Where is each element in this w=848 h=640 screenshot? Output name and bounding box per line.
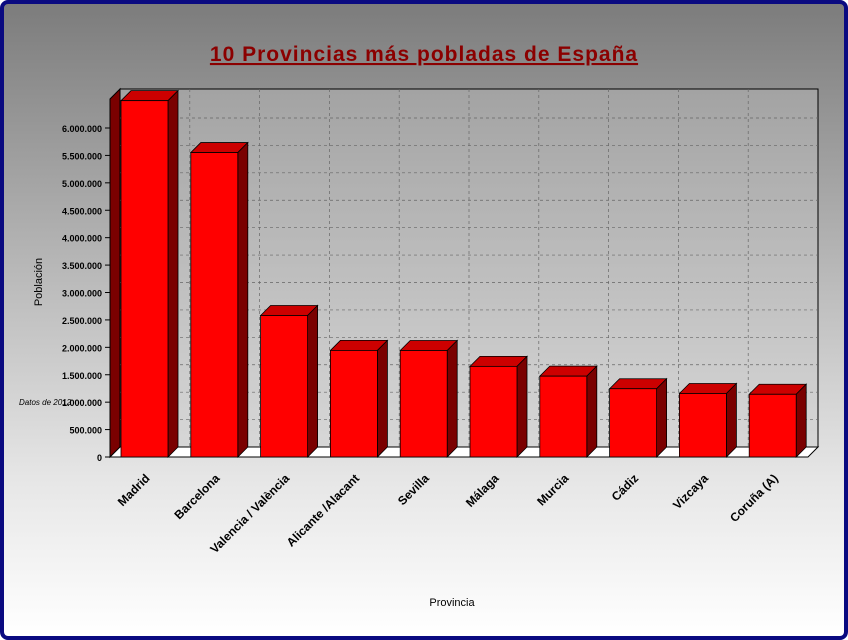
x-tick-label: Alicante /Alacant (284, 471, 362, 549)
y-axis-label: Población (33, 258, 45, 306)
x-tick-label: Sevilla (395, 471, 432, 508)
y-tick-label: 500.000 (69, 426, 102, 436)
bar (329, 350, 378, 458)
x-tick-label: Murcia (534, 471, 571, 508)
bar-side (237, 141, 249, 458)
y-tick-label: 5.500.000 (62, 151, 102, 161)
chart-title: 10 Provincias más pobladas de España (210, 43, 638, 66)
y-tick-label: 1.000.000 (62, 398, 102, 408)
x-axis-label: Provincia (429, 597, 475, 609)
y-tick-label: 0 (97, 453, 102, 463)
bar (609, 388, 657, 458)
y-tick-label: 6.000.000 (62, 124, 102, 134)
bar-side (516, 355, 528, 458)
bar (748, 393, 797, 458)
bar-side (446, 339, 458, 458)
x-tick-label: Vizcaya (670, 471, 711, 512)
x-tick-label: Málaga (463, 471, 502, 510)
bar (539, 375, 588, 458)
bar (469, 365, 518, 458)
bar-side (795, 383, 807, 458)
bar-side (167, 89, 179, 458)
y-tick-label: 3.500.000 (62, 261, 102, 271)
data-year-annotation: Datos de 2012 (19, 398, 72, 407)
x-tick-label: Valencia / València (207, 471, 292, 556)
x-tick-label: Cádiz (609, 471, 642, 504)
y-tick-label: 4.500.000 (62, 206, 102, 216)
left-wall (109, 87, 121, 459)
bar-side (376, 339, 388, 458)
bar (260, 315, 309, 458)
bar-side (726, 382, 737, 458)
bar (399, 350, 448, 458)
y-tick-label: 5.000.000 (62, 179, 102, 189)
bar (190, 152, 239, 458)
y-tick-label: 1.500.000 (62, 371, 102, 381)
bar-chart: 10 Provincias más pobladas de España 0 50… (19, 43, 820, 609)
bar (120, 100, 169, 458)
bar (679, 393, 727, 458)
y-tick-label: 2.500.000 (62, 316, 102, 326)
y-tick-label: 3.000.000 (62, 289, 102, 299)
y-tick-label: 4.000.000 (62, 234, 102, 244)
bar-side (586, 365, 598, 458)
y-tick-label: 2.000.000 (62, 343, 102, 353)
x-tick-label: Madrid (115, 471, 153, 509)
x-tick-label: Barcelona (171, 471, 222, 522)
bar-side (307, 304, 319, 458)
x-tick-label: Coruña (A) (727, 471, 781, 525)
bar-side (656, 377, 667, 458)
